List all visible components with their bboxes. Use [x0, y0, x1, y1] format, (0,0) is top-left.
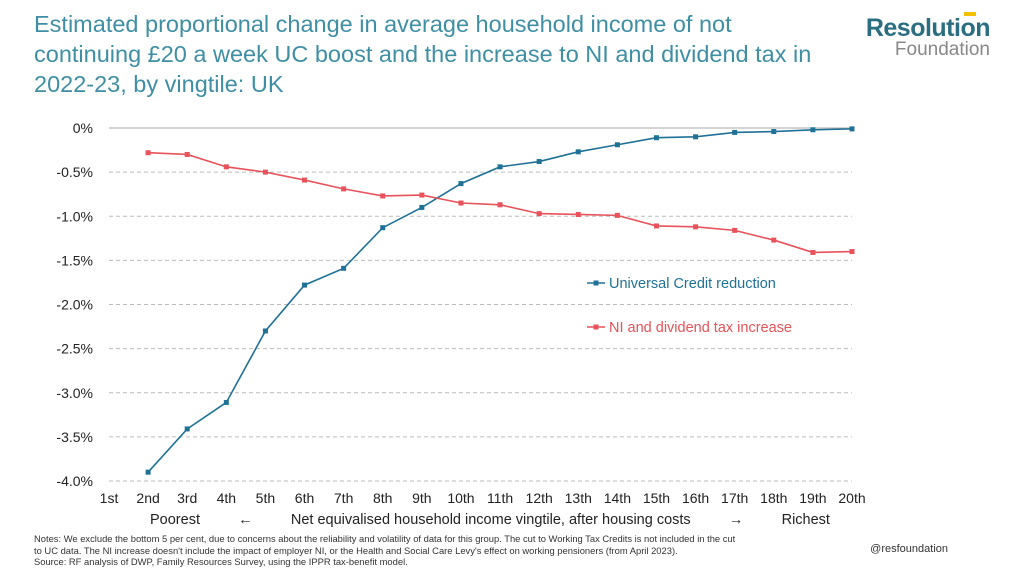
x-tick-label: 16th: [682, 490, 709, 506]
x-axis-title-label: Net equivalised household income vingtil…: [290, 512, 691, 528]
y-tick-label: -4.0%: [56, 473, 93, 489]
x-tick-label: 13th: [565, 490, 592, 506]
series-0-point: [771, 129, 777, 135]
series-0-point: [223, 399, 229, 405]
series-0-point: [732, 129, 738, 135]
series-0-point: [497, 164, 503, 170]
legend-marker-1: [593, 324, 599, 330]
resolution-foundation-logo: Resolution Foundation: [865, 12, 991, 61]
series-1-point: [497, 202, 503, 208]
x-tick-label: 12th: [526, 490, 553, 506]
notes-line-2: to UC data. The NI increase doesn't incl…: [34, 544, 678, 556]
series-0-point: [653, 135, 659, 141]
y-tick-label: -1.5%: [56, 252, 93, 268]
x-tick-label: 2nd: [136, 490, 159, 506]
x-tick-label: 15th: [643, 490, 670, 506]
series-1-point: [419, 192, 425, 198]
chart-notes: Notes: We exclude the bottom 5 per cent,…: [34, 533, 854, 568]
x-tick-label: 9th: [412, 490, 431, 506]
series-1-point: [262, 169, 268, 175]
y-tick-label: -3.0%: [56, 385, 93, 401]
logo-wordmark-top: Resolution: [865, 14, 991, 42]
series-0-point: [341, 265, 347, 271]
logo-accent-mark: [964, 12, 976, 16]
series-1-point: [810, 249, 816, 255]
legend-label-0: Universal Credit reduction: [609, 276, 776, 292]
x-tick-label: 5th: [256, 490, 275, 506]
social-handle: @resfoundation: [870, 543, 948, 555]
series-0-point: [849, 126, 855, 132]
series-0-point: [262, 328, 268, 334]
series-line-0: [147, 128, 853, 473]
series-0-point: [614, 142, 620, 148]
legend-marker-0: [593, 280, 599, 286]
series-1-point: [575, 211, 581, 217]
series-0-point: [184, 426, 190, 432]
x-tick-label: 7th: [334, 490, 353, 506]
series-1-point: [771, 237, 777, 243]
y-tick-label: -2.0%: [56, 297, 93, 313]
series-0-point: [380, 225, 386, 231]
series-1-point: [458, 200, 464, 206]
series-0-point: [145, 469, 151, 475]
x-axis-title-left-arrow: ←: [238, 512, 253, 528]
notes-line-1: Notes: We exclude the bottom 5 per cent,…: [34, 533, 736, 544]
x-tick-label: 20th: [838, 490, 865, 506]
series-1-point: [614, 212, 620, 218]
series-1-point: [184, 151, 190, 157]
series-1-point: [536, 211, 542, 217]
x-axis-title: Poorest ← Net equivalised household inco…: [150, 512, 830, 528]
x-tick-label: 4th: [217, 490, 236, 506]
y-tick-label: -2.5%: [56, 341, 93, 357]
series-0-point: [575, 149, 581, 155]
series-0-point: [419, 204, 425, 210]
x-tick-label: 18th: [760, 490, 787, 506]
series-0-point: [536, 159, 542, 165]
source-line: Source: RF analysis of DWP, Family Resou…: [34, 556, 408, 567]
y-tick-label: -1.0%: [56, 208, 93, 224]
x-tick-label: 6th: [295, 490, 314, 506]
x-tick-label: 19th: [799, 490, 826, 506]
y-tick-label: -0.5%: [56, 164, 93, 180]
series-0-point: [693, 134, 699, 140]
x-axis-title-richest: Richest: [781, 512, 830, 528]
x-axis-title-right-arrow: →: [728, 512, 744, 528]
y-tick-label: 0%: [73, 120, 93, 136]
series-1-point: [653, 223, 659, 229]
series-0-point: [458, 181, 464, 187]
x-tick-label: 11th: [487, 490, 513, 506]
legend-label-1: NI and dividend tax increase: [609, 320, 792, 336]
series-1-point: [849, 249, 855, 255]
x-axis-title-poorest: Poorest: [150, 512, 200, 528]
chart-title: Estimated proportional change in average…: [34, 11, 812, 97]
logo-wordmark-bottom: Foundation: [894, 39, 990, 60]
series-1-point: [732, 227, 738, 233]
series-1-point: [693, 224, 699, 230]
series-0-point: [302, 282, 308, 288]
series-1-point: [145, 150, 151, 156]
series-1-point: [302, 177, 308, 183]
x-tick-label: 10th: [447, 490, 474, 506]
series-1-point: [223, 164, 229, 170]
y-tick-label: -3.5%: [56, 429, 93, 445]
series-1-point: [341, 186, 347, 192]
series-0-point: [810, 127, 816, 133]
x-tick-label: 14th: [604, 490, 631, 506]
x-tick-label: 17th: [721, 490, 748, 506]
x-tick-label: 8th: [373, 490, 392, 506]
x-tick-label: 1st: [100, 490, 119, 506]
x-tick-label: 3rd: [177, 490, 197, 506]
series-1-point: [380, 193, 386, 199]
